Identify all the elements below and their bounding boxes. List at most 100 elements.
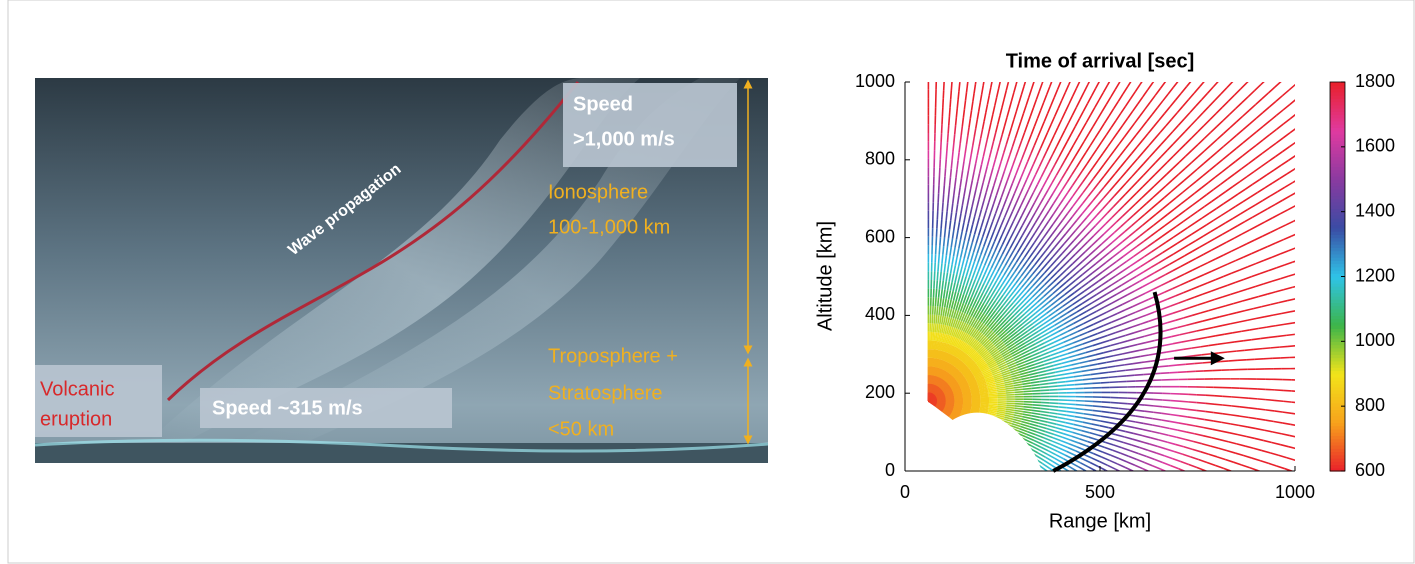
ray-segment — [976, 236, 979, 244]
ray-segment — [1115, 305, 1123, 309]
ray-segment — [981, 275, 985, 283]
ray-segment — [1069, 355, 1077, 357]
ray-segment — [1212, 438, 1220, 440]
ray-segment — [1311, 97, 1318, 102]
y-tick-label: 600 — [865, 226, 895, 246]
ray-segment — [980, 403, 989, 404]
ray-segment — [1074, 234, 1080, 240]
ray-segment — [1258, 188, 1265, 193]
ray-segment — [1112, 266, 1119, 271]
ray-segment — [1302, 160, 1309, 165]
ray-segment — [1097, 209, 1103, 215]
ray-segment — [1093, 410, 1102, 411]
ray-segment — [957, 100, 958, 109]
ray-segment — [1014, 413, 1023, 415]
ray-segment — [1036, 435, 1044, 438]
ray-segment — [1047, 234, 1052, 241]
ray-segment — [1105, 271, 1112, 276]
ray-segment — [1217, 134, 1223, 140]
ray-segment — [1099, 187, 1104, 194]
ray-segment — [1131, 445, 1139, 448]
ray-segment — [1077, 160, 1082, 167]
ray-segment — [999, 235, 1003, 243]
ray-segment — [1301, 474, 1309, 477]
ray-segment — [1164, 456, 1172, 459]
ray-segment — [940, 237, 941, 246]
ray-segment — [964, 153, 965, 162]
ray-segment — [1193, 355, 1202, 356]
ray-segment — [987, 230, 990, 238]
ray-segment — [1237, 130, 1244, 136]
ray-segment — [1092, 419, 1101, 421]
ray-segment — [1254, 448, 1262, 450]
ray-segment — [1031, 416, 1040, 418]
ray-segment — [1048, 422, 1056, 424]
ray-segment — [997, 389, 1006, 390]
ray-segment — [1099, 294, 1106, 298]
ray-segment — [948, 134, 949, 143]
ray-segment — [1267, 170, 1274, 175]
ray-segment — [1283, 196, 1291, 200]
ray-segment — [1276, 265, 1284, 268]
ray-segment — [1177, 239, 1184, 244]
ray-segment — [1242, 465, 1250, 468]
ray-segment — [1238, 189, 1245, 194]
ray-segment — [991, 141, 993, 149]
ray-segment — [1135, 375, 1144, 376]
ray-segment — [1262, 348, 1271, 349]
ray-segment — [1062, 171, 1066, 178]
ray-segment — [1200, 263, 1208, 267]
ray-segment — [1049, 386, 1058, 387]
ray-segment — [1028, 116, 1031, 124]
ray-segment — [995, 233, 998, 241]
ray-segment — [1050, 406, 1059, 407]
ray-segment — [1068, 293, 1075, 298]
ray-segment — [1080, 73, 1084, 81]
ray-segment — [1081, 153, 1086, 160]
ray-segment — [1057, 279, 1063, 285]
ray-segment — [949, 300, 951, 308]
ray-segment — [1050, 448, 1058, 452]
ray-segment — [985, 257, 988, 265]
ray-segment — [1310, 82, 1317, 87]
ray-segment — [1151, 263, 1158, 267]
ray-segment — [1282, 90, 1289, 96]
ray-segment — [951, 239, 952, 248]
ray-segment — [1123, 442, 1131, 445]
ray-segment — [959, 83, 960, 92]
ray-segment — [1199, 460, 1207, 463]
ray-segment — [1073, 371, 1082, 372]
ray-segment — [947, 264, 948, 273]
ray-segment — [1032, 174, 1036, 182]
ray-segment — [950, 99, 951, 108]
ray-segment — [1103, 85, 1107, 93]
ray-segment — [1046, 342, 1054, 346]
ray-segment — [1191, 157, 1197, 163]
ray-segment — [979, 103, 980, 112]
ray-segment — [975, 253, 978, 261]
ray-segment — [988, 96, 990, 104]
ray-segment — [997, 393, 1006, 394]
ray-segment — [1138, 152, 1144, 159]
ray-segment — [1108, 276, 1115, 281]
ray-segment — [1022, 380, 1031, 382]
ray-segment — [1050, 403, 1059, 404]
ray-segment — [1048, 346, 1056, 349]
ray-segment — [1015, 406, 1024, 407]
ray-segment — [1276, 138, 1283, 143]
ray-segment — [1021, 248, 1026, 255]
ray-segment — [1173, 125, 1179, 131]
ray-segment — [1065, 123, 1069, 131]
ray-segment — [1137, 241, 1144, 246]
ray-segment — [1170, 243, 1177, 248]
ray-segment — [1030, 192, 1034, 200]
ray-segment — [1069, 444, 1077, 447]
ray-segment — [1094, 303, 1102, 307]
ray-segment — [955, 257, 957, 265]
ray-segment — [1236, 116, 1242, 122]
ray-segment — [1250, 296, 1258, 298]
ray-segment — [1207, 87, 1213, 93]
ray-segment — [1178, 119, 1184, 125]
ray-segment — [1304, 132, 1311, 137]
ray-segment — [1039, 198, 1043, 206]
